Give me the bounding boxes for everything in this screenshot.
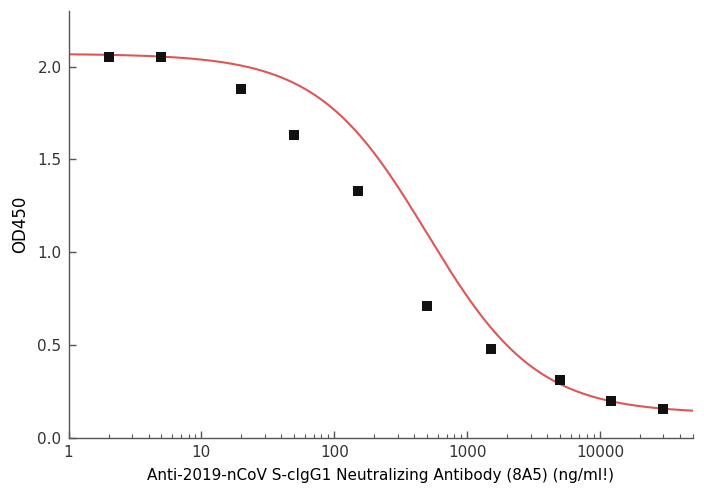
Point xyxy=(352,187,363,195)
Point xyxy=(156,53,167,61)
Point xyxy=(605,397,616,405)
Point xyxy=(289,131,300,139)
Point xyxy=(658,405,669,413)
Point xyxy=(236,85,247,93)
Point xyxy=(554,376,565,384)
Point xyxy=(422,302,433,310)
Y-axis label: OD450: OD450 xyxy=(11,196,29,253)
Point xyxy=(103,53,114,61)
Point xyxy=(485,345,496,353)
X-axis label: Anti-2019-nCoV S-cIgG1 Neutralizing Antibody (8A5) (ng/ml!): Anti-2019-nCoV S-cIgG1 Neutralizing Anti… xyxy=(147,468,614,483)
